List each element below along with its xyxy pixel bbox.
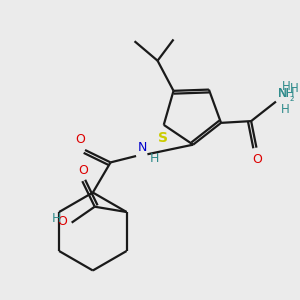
Text: H: H	[52, 212, 62, 225]
Text: O: O	[252, 153, 262, 166]
Text: H: H	[281, 103, 290, 116]
Text: H: H	[149, 152, 159, 165]
Text: S: S	[158, 131, 168, 145]
Text: O: O	[57, 215, 67, 228]
Text: H: H	[290, 82, 298, 95]
Text: H: H	[282, 80, 291, 93]
Text: N: N	[138, 141, 147, 154]
Text: NH: NH	[278, 87, 295, 100]
Text: O: O	[76, 133, 85, 146]
Text: O: O	[78, 164, 88, 177]
Text: N: N	[278, 87, 287, 100]
Text: ₂: ₂	[289, 93, 294, 103]
